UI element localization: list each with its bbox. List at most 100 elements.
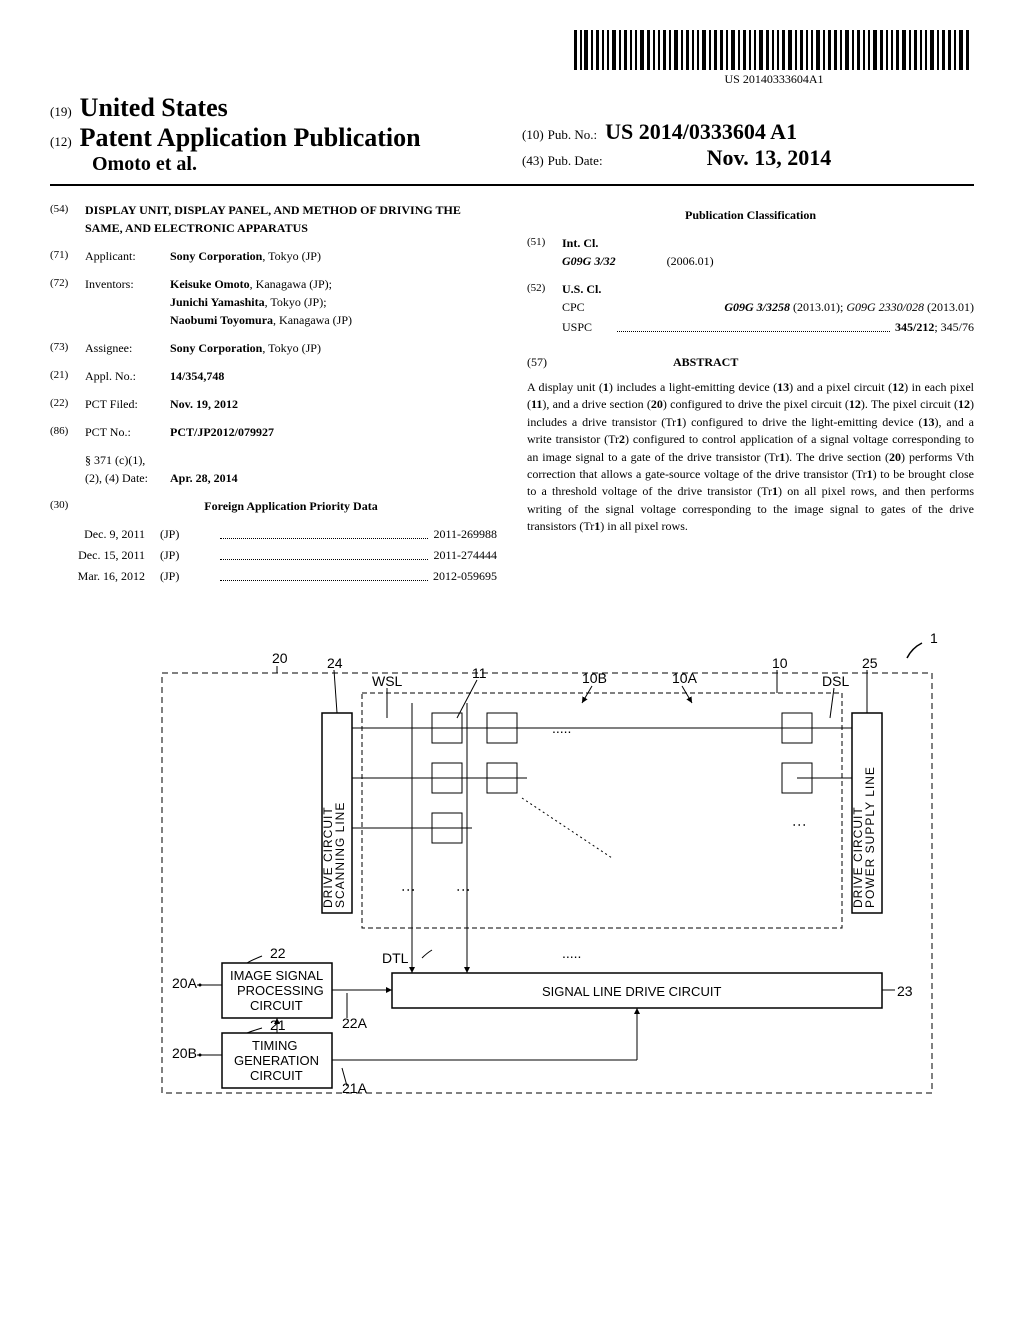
pub-no-label: Pub. No.:	[548, 127, 597, 142]
right-column: Publication Classification (51) Int. Cl.…	[527, 201, 974, 588]
svg-text:POWER SUPPLY LINE: POWER SUPPLY LINE	[863, 766, 877, 908]
priority-row: Dec. 9, 2011 (JP) 2011-269988	[60, 525, 497, 543]
patent-figure: 1 20 10 10B 10A SCANNING LINE DRIVE CIRC…	[50, 618, 974, 1118]
priority-row: Dec. 15, 2011 (JP) 2011-274444	[60, 546, 497, 564]
pub-date-label: Pub. Date:	[548, 153, 603, 168]
country-code: (19)	[50, 104, 72, 119]
fig-ref-1: 1	[930, 630, 938, 646]
fig-ref-dsl: DSL	[822, 673, 849, 689]
abstract-title: ABSTRACT	[673, 355, 738, 369]
pub-date-code: (43)	[522, 153, 544, 168]
priority-num: 2011-274444	[433, 546, 497, 564]
applicant-name: Sony Corporation	[170, 249, 262, 263]
barcode-area: US 20140333604A1	[50, 30, 974, 88]
fig-ref-10: 10	[772, 655, 788, 671]
invention-title: DISPLAY UNIT, DISPLAY PANEL, AND METHOD …	[85, 203, 461, 235]
pub-no-code: (10)	[522, 127, 544, 142]
svg-text:CIRCUIT: CIRCUIT	[250, 1068, 303, 1083]
priority-num: 2012-059695	[433, 567, 497, 585]
priority-date: Dec. 9, 2011	[60, 525, 160, 543]
fig-ref-10a: 10A	[672, 670, 698, 686]
intcl-class: G09G 3/32	[562, 254, 616, 268]
svg-text:.....: .....	[562, 945, 581, 961]
priority-country: (JP)	[160, 567, 215, 585]
svg-text:CIRCUIT: CIRCUIT	[250, 998, 303, 1013]
inventor-name: Junichi Yamashita	[170, 295, 265, 309]
fig-ref-22a: 22A	[342, 1015, 368, 1031]
fig-ref-20: 20	[272, 650, 288, 666]
inventor-loc: , Kanagawa (JP)	[273, 313, 352, 327]
svg-text:DRIVE CIRCUIT: DRIVE CIRCUIT	[321, 806, 335, 908]
inventor-name: Naobumi Toyomura	[170, 313, 273, 327]
inventors-label: Inventors:	[85, 275, 170, 329]
section371-label: § 371 (c)(1),	[85, 451, 170, 469]
applno-label: Appl. No.:	[85, 367, 170, 385]
inventors-code: (72)	[50, 275, 85, 329]
priority-row: Mar. 16, 2012 (JP) 2012-059695	[60, 567, 497, 585]
svg-text:⋮: ⋮	[401, 883, 417, 897]
svg-text:SCANNING LINE: SCANNING LINE	[333, 802, 347, 908]
abstract-code: (57)	[527, 355, 547, 369]
patent-header: (19) United States (12) Patent Application…	[50, 93, 974, 186]
fig-ref-dtl: DTL	[382, 950, 409, 966]
svg-text:IMAGE SIGNAL: IMAGE SIGNAL	[230, 968, 323, 983]
priority-code: (30)	[50, 497, 85, 515]
uspc-label: USPC	[562, 318, 612, 336]
svg-text:⋮: ⋮	[456, 883, 472, 897]
bibliographic-columns: (54) DISPLAY UNIT, DISPLAY PANEL, AND ME…	[50, 201, 974, 588]
intcl-code: (51)	[527, 234, 562, 270]
svg-text:TIMING: TIMING	[252, 1038, 298, 1053]
pctfiled: Nov. 19, 2012	[170, 397, 238, 411]
fig-signal-drive: SIGNAL LINE DRIVE CIRCUIT	[542, 984, 721, 999]
priority-country: (JP)	[160, 546, 215, 564]
barcode-number: US 20140333604A1	[574, 72, 974, 87]
section371-date: Apr. 28, 2014	[170, 471, 238, 485]
fig-ref-21: 21	[270, 1017, 286, 1033]
fig-ref-20a: 20A	[172, 975, 198, 991]
pctfiled-label: PCT Filed:	[85, 395, 170, 413]
fig-ref-24: 24	[327, 655, 343, 671]
pub-no: US 2014/0333604 A1	[605, 119, 797, 144]
priority-num: 2011-269988	[433, 525, 497, 543]
fig-ref-20b: 20B	[172, 1045, 197, 1061]
author-names: Omoto et al.	[92, 153, 502, 176]
svg-text:.....: .....	[552, 720, 571, 736]
pub-date: Nov. 13, 2014	[707, 145, 832, 170]
left-column: (54) DISPLAY UNIT, DISPLAY PANEL, AND ME…	[50, 201, 497, 588]
fig-ref-wsl: WSL	[372, 673, 403, 689]
uscl-label: U.S. Cl.	[562, 282, 601, 296]
fig-ref-25: 25	[862, 655, 878, 671]
fig-ref-23: 23	[897, 983, 913, 999]
pub-type: Patent Application Publication	[80, 123, 421, 152]
applno-code: (21)	[50, 367, 85, 385]
svg-text:DRIVE CIRCUIT: DRIVE CIRCUIT	[851, 806, 865, 908]
intcl-label: Int. Cl.	[562, 236, 598, 250]
pctno-code: (86)	[50, 423, 85, 441]
priority-country: (JP)	[160, 525, 215, 543]
assignee-location: , Tokyo (JP)	[262, 341, 321, 355]
intcl-year: (2006.01)	[667, 254, 714, 268]
applicant-label: Applicant:	[85, 247, 170, 265]
title-code: (54)	[50, 201, 85, 237]
priority-date: Dec. 15, 2011	[60, 546, 160, 564]
fig-ref-22: 22	[270, 945, 286, 961]
applicant-location: , Tokyo (JP)	[262, 249, 321, 263]
applno: 14/354,748	[170, 369, 224, 383]
assignee-code: (73)	[50, 339, 85, 357]
pctno-label: PCT No.:	[85, 423, 170, 441]
applicant-code: (71)	[50, 247, 85, 265]
pctfiled-code: (22)	[50, 395, 85, 413]
assignee-name: Sony Corporation	[170, 341, 262, 355]
priority-date: Mar. 16, 2012	[60, 567, 160, 585]
fig-ref-10b: 10B	[582, 670, 607, 686]
svg-text:GENERATION: GENERATION	[234, 1053, 319, 1068]
pub-type-code: (12)	[50, 134, 72, 149]
pctno: PCT/JP2012/079927	[170, 425, 274, 439]
barcode: US 20140333604A1	[574, 30, 974, 87]
cpc-label: CPC	[562, 298, 612, 316]
priority-title: Foreign Application Priority Data	[204, 499, 377, 513]
svg-text:⋮: ⋮	[792, 818, 808, 832]
country: United States	[80, 93, 228, 122]
inventor-name: Keisuke Omoto	[170, 277, 250, 291]
assignee-label: Assignee:	[85, 339, 170, 357]
